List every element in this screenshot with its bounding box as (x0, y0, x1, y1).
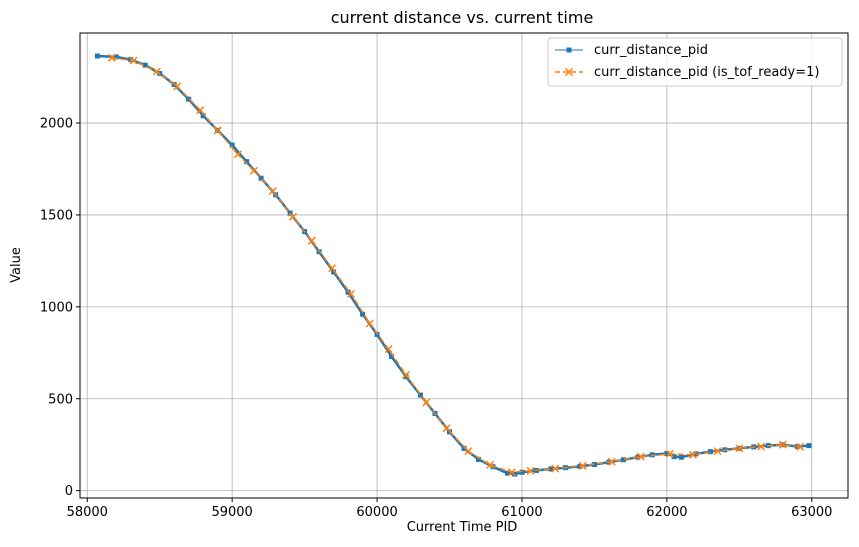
x-tick-label: 62000 (646, 505, 687, 520)
series-1-point (288, 212, 298, 221)
legend-marker-series-0 (566, 47, 572, 53)
legend-marker-series-1 (564, 67, 574, 77)
series-1-point (328, 264, 337, 273)
legend: curr_distance_pid curr_distance_pid (is_… (547, 37, 843, 87)
series-1-point (196, 106, 205, 115)
series-1-point (233, 150, 242, 159)
series-1-point (307, 236, 316, 245)
series-0-point (142, 62, 148, 68)
plot-area-frame (79, 32, 849, 499)
series-1-point (365, 319, 374, 328)
series-1-point (152, 67, 161, 76)
y-tick-label: 2000 (40, 117, 73, 132)
series-0-point (806, 443, 812, 449)
series-1-point (442, 424, 451, 433)
y-tick-label: 1000 (40, 300, 73, 315)
series-0-point (113, 54, 119, 60)
series-1-point (486, 460, 495, 469)
series-1-point (713, 447, 722, 456)
series-1-point (757, 442, 766, 451)
series-0-point (620, 457, 626, 463)
x-tick-label: 58000 (67, 505, 108, 520)
series-0-point (389, 353, 395, 359)
series-1-point (464, 447, 473, 456)
series-0-point (418, 392, 424, 398)
legend-label-series-0: curr_distance_pid (594, 43, 708, 58)
series-1-point (688, 450, 697, 459)
series-0-point (331, 269, 337, 275)
series-1 (107, 53, 805, 477)
series-0-point (519, 469, 525, 475)
series-0-point (671, 454, 677, 460)
x-tick-label: 59000 (211, 505, 252, 520)
series-0-point (229, 142, 235, 148)
series-0-point (664, 451, 670, 457)
series-1-point (551, 464, 560, 473)
legend-box (547, 37, 843, 87)
series-1-point (249, 166, 258, 175)
series-0-point (475, 456, 481, 462)
series-1-point (665, 449, 674, 458)
x-tick-label: 61000 (501, 505, 542, 520)
series-0-point (186, 96, 192, 102)
x-tick-label: 60000 (356, 505, 397, 520)
grid-layer (80, 33, 848, 498)
series-1-point (107, 53, 116, 62)
series-1-point (384, 345, 393, 354)
series-0-point (403, 374, 409, 380)
series-1-point (129, 56, 138, 65)
series-1-point (735, 444, 744, 453)
series-1-point (213, 126, 222, 135)
series-0-point (200, 113, 206, 119)
series-1-point (422, 398, 431, 407)
series-1-point (173, 82, 182, 91)
series-1-point (402, 370, 411, 379)
legend-label-series-1: curr_distance_pid (is_tof_ready=1) (594, 65, 819, 80)
chart-title: current distance vs. current time (331, 8, 594, 27)
y-axis-title: Value (9, 247, 24, 283)
series-1-point (268, 187, 277, 196)
series-layer (94, 53, 812, 477)
series-0-point (548, 466, 554, 472)
x-tick-label: 63000 (791, 505, 832, 520)
series-0-point (504, 470, 510, 476)
series-0-point (678, 454, 684, 460)
series-0-point (244, 159, 250, 165)
series-0-point (258, 175, 264, 181)
y-tick-label: 0 (65, 484, 73, 499)
tick-layer: 58000 59000 60000 61000 62000 63000 0 500 1000 15… (40, 117, 833, 520)
series-1-point (796, 442, 805, 451)
series-1-point (526, 466, 535, 475)
y-tick-label: 500 (48, 392, 73, 407)
series-0-point (360, 311, 366, 317)
x-axis-title: Current Time PID (407, 520, 518, 535)
y-tick-label: 1500 (40, 208, 73, 223)
series-1-point (607, 457, 616, 466)
series-1-point (778, 440, 787, 449)
series-0-point (461, 445, 467, 451)
series-1-point (346, 289, 356, 299)
series-0-point (94, 53, 100, 59)
series-1-point (578, 461, 587, 470)
series-1-point (636, 452, 645, 461)
series-1-point (507, 468, 516, 477)
